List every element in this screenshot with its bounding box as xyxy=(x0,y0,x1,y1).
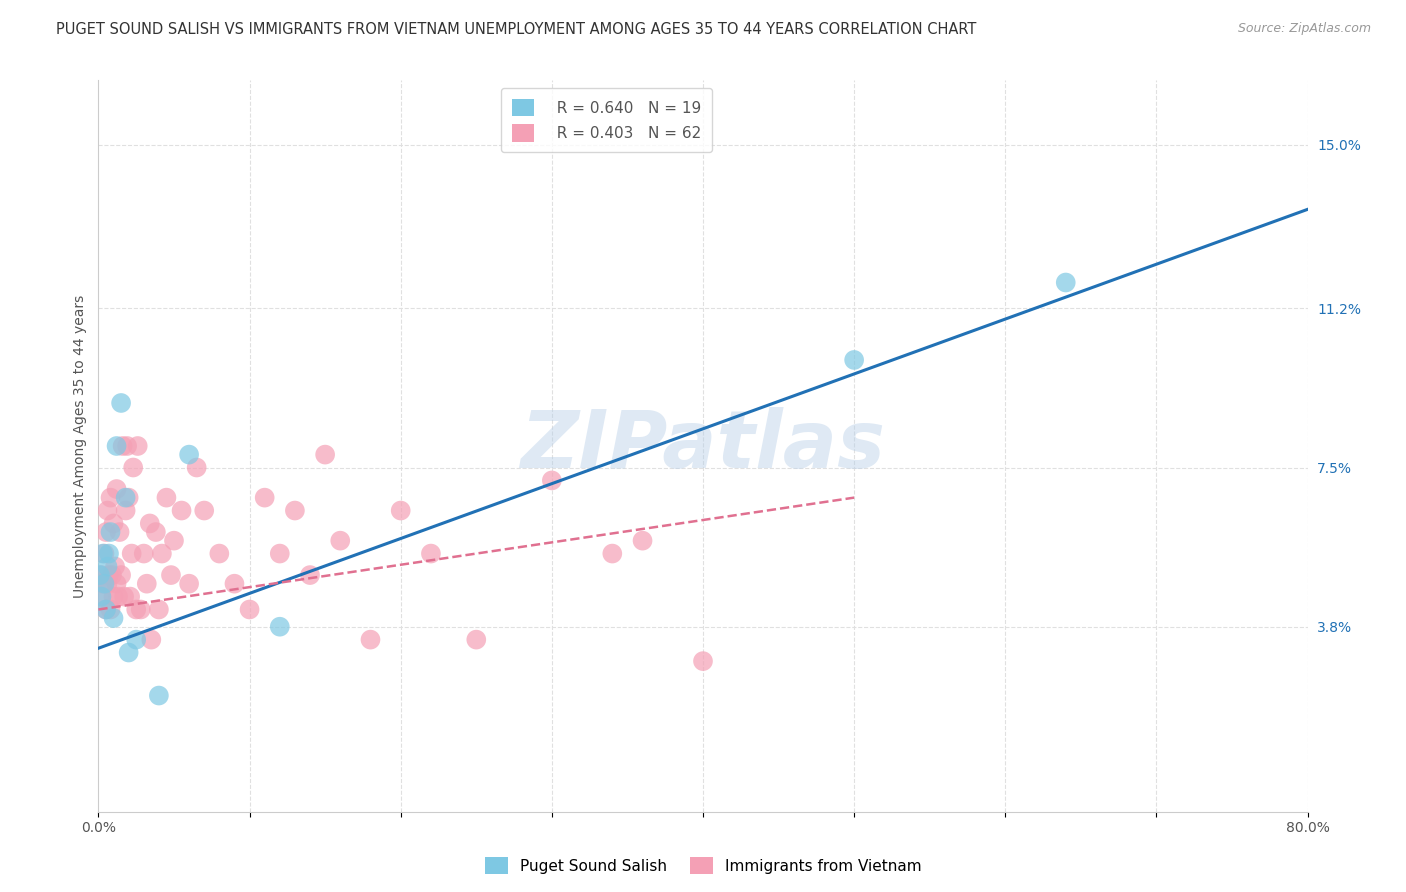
Point xyxy=(239,602,262,616)
Point xyxy=(186,460,208,475)
Point xyxy=(98,547,121,561)
Point xyxy=(94,602,117,616)
Point xyxy=(208,547,231,561)
Point xyxy=(389,503,412,517)
Point xyxy=(112,590,135,604)
Point xyxy=(93,547,115,561)
Point xyxy=(91,576,114,591)
Point xyxy=(602,547,624,561)
Point xyxy=(114,503,136,517)
Point xyxy=(118,491,141,505)
Point xyxy=(89,590,111,604)
Point xyxy=(96,503,118,517)
Point xyxy=(125,632,148,647)
Point xyxy=(127,439,149,453)
Point xyxy=(114,491,136,505)
Point xyxy=(91,547,114,561)
Point xyxy=(105,576,128,591)
Point xyxy=(118,646,141,660)
Point xyxy=(150,547,173,561)
Point xyxy=(141,632,163,647)
Point xyxy=(100,524,122,539)
Point xyxy=(132,547,155,561)
Point xyxy=(93,576,115,591)
Text: ZIPatlas: ZIPatlas xyxy=(520,407,886,485)
Point xyxy=(108,524,131,539)
Point xyxy=(160,568,183,582)
Point xyxy=(284,503,307,517)
Point xyxy=(170,503,193,517)
Point xyxy=(89,568,111,582)
Point xyxy=(110,396,132,410)
Point xyxy=(111,439,134,453)
Point xyxy=(269,620,291,634)
Point xyxy=(148,689,170,703)
Point xyxy=(360,632,382,647)
Point xyxy=(314,448,336,462)
Point xyxy=(96,559,118,574)
Text: PUGET SOUND SALISH VS IMMIGRANTS FROM VIETNAM UNEMPLOYMENT AMONG AGES 35 TO 44 Y: PUGET SOUND SALISH VS IMMIGRANTS FROM VI… xyxy=(56,22,977,37)
Point xyxy=(163,533,186,548)
Point xyxy=(465,632,488,647)
Point xyxy=(692,654,714,668)
Point xyxy=(90,568,112,582)
Point xyxy=(329,533,352,548)
Point xyxy=(148,602,170,616)
Point xyxy=(94,602,117,616)
Point xyxy=(115,439,138,453)
Point xyxy=(105,482,128,496)
Point xyxy=(1054,276,1077,290)
Point xyxy=(145,524,167,539)
Point xyxy=(121,547,143,561)
Point xyxy=(90,590,112,604)
Point xyxy=(253,491,276,505)
Point xyxy=(120,590,142,604)
Point xyxy=(139,516,162,531)
Point xyxy=(104,559,127,574)
Point xyxy=(155,491,177,505)
Point xyxy=(101,568,124,582)
Point xyxy=(135,576,157,591)
Point xyxy=(540,474,562,488)
Point xyxy=(96,576,118,591)
Point xyxy=(631,533,654,548)
Legend:   R = 0.640   N = 19,   R = 0.403   N = 62: R = 0.640 N = 19, R = 0.403 N = 62 xyxy=(501,88,711,153)
Point xyxy=(179,448,201,462)
Point xyxy=(107,590,129,604)
Legend: Puget Sound Salish, Immigrants from Vietnam: Puget Sound Salish, Immigrants from Viet… xyxy=(478,851,928,880)
Point xyxy=(105,439,128,453)
Point xyxy=(110,568,132,582)
Point xyxy=(125,602,148,616)
Point xyxy=(122,460,145,475)
Point xyxy=(420,547,443,561)
Point xyxy=(103,611,125,625)
Point xyxy=(103,590,125,604)
Point xyxy=(269,547,291,561)
Point xyxy=(98,568,121,582)
Point xyxy=(224,576,246,591)
Y-axis label: Unemployment Among Ages 35 to 44 years: Unemployment Among Ages 35 to 44 years xyxy=(73,294,87,598)
Point xyxy=(299,568,322,582)
Text: Source: ZipAtlas.com: Source: ZipAtlas.com xyxy=(1237,22,1371,36)
Point xyxy=(100,602,122,616)
Point xyxy=(129,602,152,616)
Point xyxy=(94,524,117,539)
Point xyxy=(193,503,215,517)
Point xyxy=(103,516,125,531)
Point xyxy=(179,576,201,591)
Point xyxy=(100,491,122,505)
Point xyxy=(844,353,866,368)
